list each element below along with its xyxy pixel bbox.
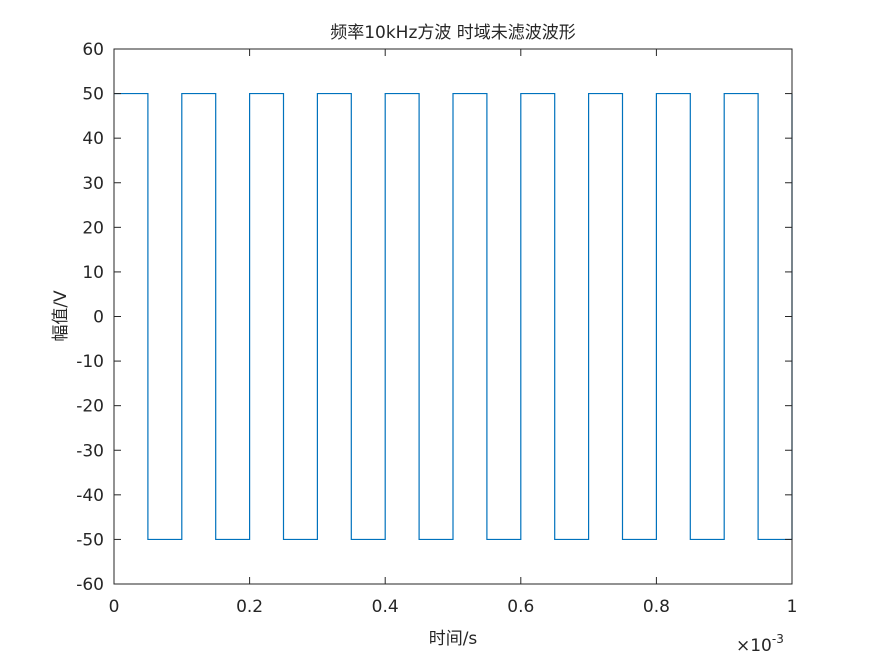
- y-tick-label: 20: [82, 218, 104, 238]
- x-tick-label: 0.4: [372, 597, 399, 617]
- y-tick-label: 30: [82, 174, 104, 194]
- x-tick-label: 0.6: [507, 597, 534, 617]
- y-tick-label: 10: [82, 263, 104, 283]
- x-axis-multiplier-base: ×10: [736, 636, 772, 656]
- y-tick-label: -60: [76, 575, 104, 595]
- x-axis-label: 时间/s: [429, 629, 478, 649]
- x-tick-label: 0.2: [236, 597, 263, 617]
- x-tick-label: 0: [109, 597, 120, 617]
- y-axis: -60 -50 -40 -30 -20 -10 0 10 20 30 40 50 60: [76, 40, 792, 595]
- y-tick-label: -50: [76, 530, 104, 550]
- y-tick-label: 50: [82, 85, 104, 105]
- y-tick-label: 0: [93, 308, 104, 328]
- y-tick-label: -20: [76, 397, 104, 417]
- x-axis-multiplier-exponent: -3: [772, 632, 784, 646]
- y-axis-label: 幅值/V: [51, 290, 71, 342]
- series-line-0: [114, 92, 793, 541]
- y-tick-label: 60: [82, 40, 104, 60]
- x-axis-multiplier: ×10-3: [736, 632, 784, 656]
- x-tick-label: 1: [787, 597, 798, 617]
- x-axis: 0 0.2 0.4 0.6 0.8 1: [109, 49, 798, 617]
- chart-title: 频率10kHz方波 时域未滤波波形: [330, 23, 576, 43]
- y-tick-label: -30: [76, 441, 104, 461]
- y-tick-label: 40: [82, 129, 104, 149]
- x-tick-label: 0.8: [643, 597, 670, 617]
- y-tick-label: -10: [76, 352, 104, 372]
- series-layer: [114, 92, 793, 541]
- y-tick-label: -40: [76, 486, 104, 506]
